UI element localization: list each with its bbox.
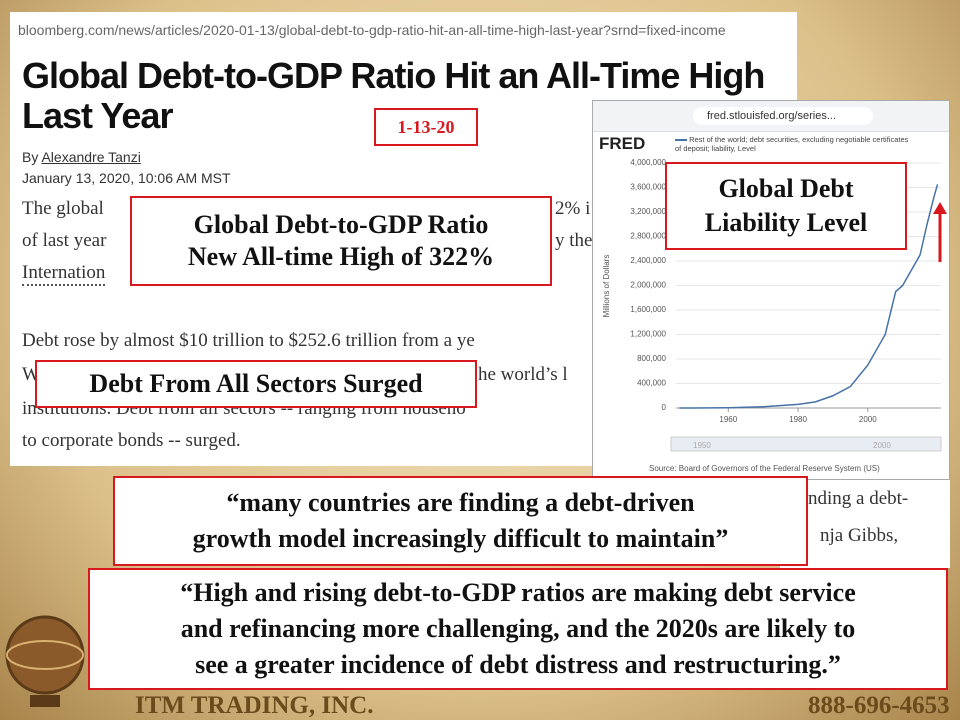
y-tick-label: 3,600,000 [630, 183, 666, 192]
x-tick-label: 2000 [859, 415, 877, 424]
legend: Rest of the world; debt securities, excl… [675, 135, 915, 153]
url: fred.stlouisfed.org/series... [693, 107, 873, 125]
y-tick-label: 800,000 [637, 354, 666, 363]
x-tick-label: 1980 [789, 415, 807, 424]
y-tick-label: 3,200,000 [630, 207, 666, 216]
y-tick-label: 2,800,000 [630, 232, 666, 241]
quote-line: growth model increasingly difficult to m… [192, 524, 729, 553]
data-line [679, 184, 939, 409]
y-tick-label: 2,400,000 [630, 256, 666, 265]
slider-label: 1950 [693, 441, 711, 450]
quote-line: “many countries are finding a debt-drive… [226, 488, 695, 517]
callout-line: Liability Level [704, 208, 868, 237]
y-tick-label: 4,000,000 [630, 158, 666, 167]
company: ITM TRADING, INC. [135, 692, 374, 719]
x-tick-label: 1960 [719, 415, 737, 424]
phone: 888-696-4653 [808, 692, 950, 719]
callout-line: Global Debt-to-GDP Ratio [193, 210, 489, 239]
y-tick-label: 400,000 [637, 379, 666, 388]
range-slider[interactable] [670, 436, 942, 452]
fred-screenshot: fred.stlouisfed.org/series... FRED Rest … [592, 100, 950, 480]
text: nja Gibbs, [820, 525, 899, 546]
author[interactable]: Alexandre Tanzi [41, 149, 141, 165]
quote-callout: “High and rising debt-to-GDP ratios are … [88, 568, 948, 690]
headline: Global Debt-to-GDP Ratio Hit an All-Time… [22, 55, 765, 136]
sectors-callout: Debt From All Sectors Surged [35, 360, 477, 408]
date-callout: 1-13-20 [374, 108, 478, 146]
text: 2% i [555, 198, 591, 219]
fred-callout: Global Debt Liability Level [665, 162, 907, 250]
y-tick-label: 1,600,000 [630, 305, 666, 314]
text: to corporate bonds -- surged. [22, 430, 241, 451]
y-axis-label: Millions of Dollars [602, 255, 611, 318]
slider-label: 2000 [873, 441, 891, 450]
byline-prefix: By [22, 149, 39, 165]
y-tick-label: 1,200,000 [630, 330, 666, 339]
date: January 13, 2020, 10:06 AM MST [22, 170, 231, 186]
fred-logo: FRED [599, 134, 646, 153]
arrow [933, 202, 947, 262]
globe-icon [5, 615, 85, 707]
callout-line: New All-time High of 322% [187, 242, 495, 271]
text: he world’s l [478, 364, 568, 385]
quote-line: “High and rising debt-to-GDP ratios are … [180, 578, 856, 607]
quote-callout: “many countries are finding a debt-drive… [113, 476, 808, 566]
legend-swatch [675, 139, 687, 142]
url: bloomberg.com/news/articles/2020-01-13/g… [18, 22, 726, 38]
chart: Millions of Dollars 1950 2000 Source: Bo… [602, 158, 942, 473]
legend-label: Rest of the world; debt securities, excl… [675, 135, 909, 153]
byline: By Alexandre Tanzi [22, 149, 141, 165]
text: nding a debt- [808, 488, 909, 509]
quote-line: and refinancing more challenging, and th… [180, 614, 856, 643]
second-screenshot: nding a debt- nja Gibbs, [780, 480, 950, 568]
source: Source: Board of Governors of the Federa… [649, 464, 880, 473]
text: Internation [22, 262, 106, 286]
text: y the [555, 230, 593, 251]
text: of last year [22, 230, 107, 251]
quote-line: see a greater incidence of debt distress… [195, 650, 841, 679]
y-tick-label: 0 [662, 403, 667, 412]
y-tick-label: 2,000,000 [630, 281, 666, 290]
callout-line: Global Debt [718, 174, 854, 203]
text: Debt rose by almost $10 trillion to $252… [22, 330, 475, 351]
text: The global [22, 198, 104, 219]
ratio-callout: Global Debt-to-GDP Ratio New All-time Hig… [130, 196, 552, 286]
